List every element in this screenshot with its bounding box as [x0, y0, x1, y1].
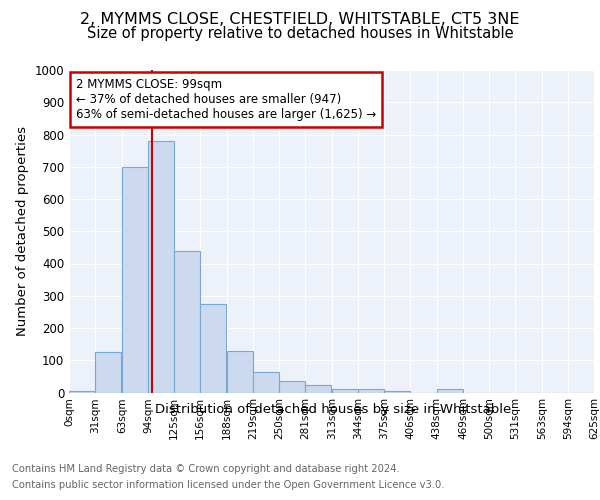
Text: 2, MYMMS CLOSE, CHESTFIELD, WHITSTABLE, CT5 3NE: 2, MYMMS CLOSE, CHESTFIELD, WHITSTABLE, … — [80, 12, 520, 28]
Bar — [200, 304, 226, 392]
Text: Contains public sector information licensed under the Open Government Licence v3: Contains public sector information licen… — [12, 480, 445, 490]
Bar — [95, 352, 121, 393]
Bar — [227, 350, 253, 393]
Y-axis label: Number of detached properties: Number of detached properties — [16, 126, 29, 336]
Bar — [148, 141, 174, 393]
Text: Size of property relative to detached houses in Whitstable: Size of property relative to detached ho… — [86, 26, 514, 41]
Bar — [437, 390, 463, 392]
Bar — [122, 167, 148, 392]
Text: Contains HM Land Registry data © Crown copyright and database right 2024.: Contains HM Land Registry data © Crown c… — [12, 464, 400, 474]
Text: 2 MYMMS CLOSE: 99sqm
← 37% of detached houses are smaller (947)
63% of semi-deta: 2 MYMMS CLOSE: 99sqm ← 37% of detached h… — [76, 78, 376, 121]
Bar — [253, 372, 279, 392]
Bar — [358, 388, 384, 392]
Bar — [174, 250, 200, 392]
Bar — [332, 388, 358, 392]
Text: Distribution of detached houses by size in Whitstable: Distribution of detached houses by size … — [155, 402, 511, 415]
Bar — [305, 386, 331, 392]
Bar — [279, 381, 305, 392]
Bar — [384, 391, 410, 392]
Bar — [69, 391, 95, 392]
